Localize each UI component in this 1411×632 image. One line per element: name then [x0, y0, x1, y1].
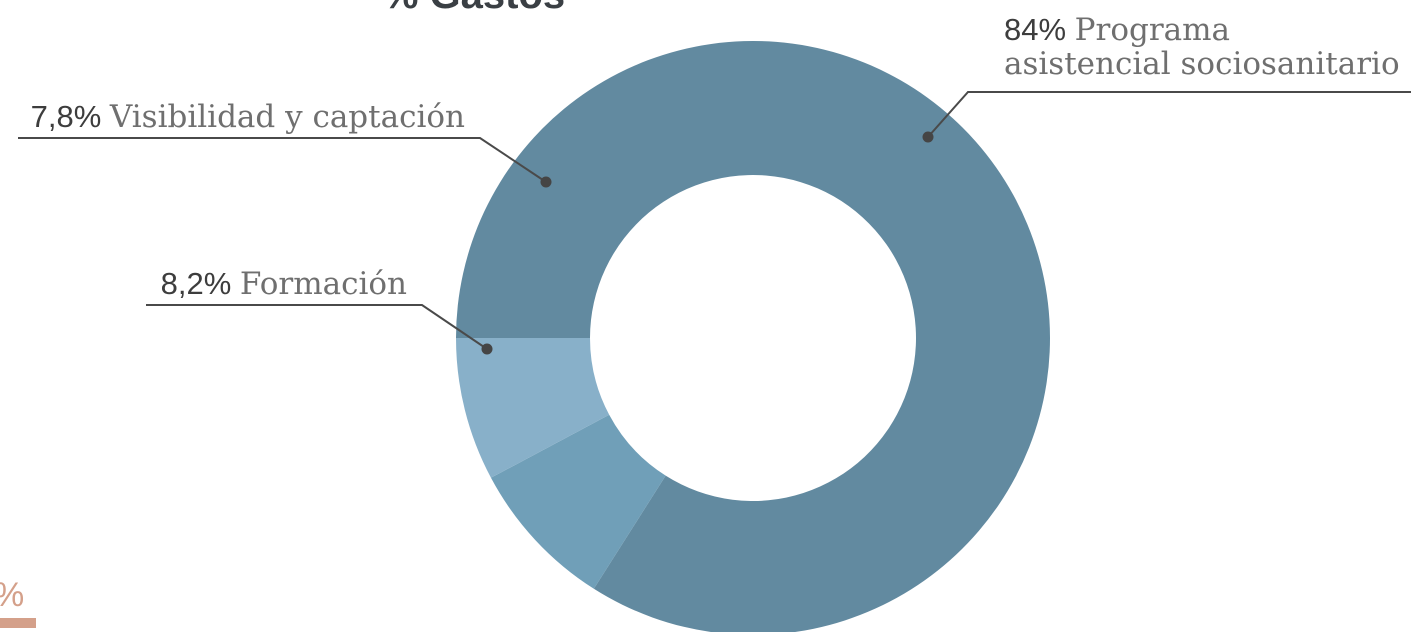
slice-label: 7,8% Visibilidad y captación [31, 99, 465, 135]
slice-label: 8,2% Formación [161, 266, 407, 302]
slice-percent: 8,2% [161, 266, 240, 301]
callout-dot [540, 176, 552, 188]
slice-name: Formación [240, 266, 407, 302]
callout-dot [922, 131, 934, 143]
slice-label-line2: asistencial sociosanitario [1004, 46, 1400, 82]
slice-percent: 7,8% [31, 99, 110, 134]
callout-leader-line [927, 91, 1411, 138]
callout-leader-line [18, 137, 547, 183]
slice-1 [490, 414, 666, 589]
callout-leader-line [146, 304, 488, 350]
slice-percent: 84% [1004, 12, 1075, 47]
corner-fragment: % [0, 576, 36, 628]
slice-2 [456, 338, 610, 478]
callout-2 [18, 137, 552, 188]
donut-slices [456, 41, 1050, 632]
slice-0 [456, 41, 1050, 632]
callout-dot [481, 343, 493, 355]
slice-name: Visibilidad y captación [109, 99, 465, 135]
slice-name: asistencial sociosanitario [1004, 46, 1400, 82]
slice-name: Programa [1075, 12, 1230, 48]
callout-0 [922, 91, 1411, 143]
slice-label: 84% Programa [1004, 12, 1230, 48]
callout-1 [146, 304, 493, 355]
corner-percent-glyph: % [0, 576, 24, 614]
corner-accent-bar [0, 618, 36, 628]
chart-title: % Gastos [383, 0, 565, 17]
